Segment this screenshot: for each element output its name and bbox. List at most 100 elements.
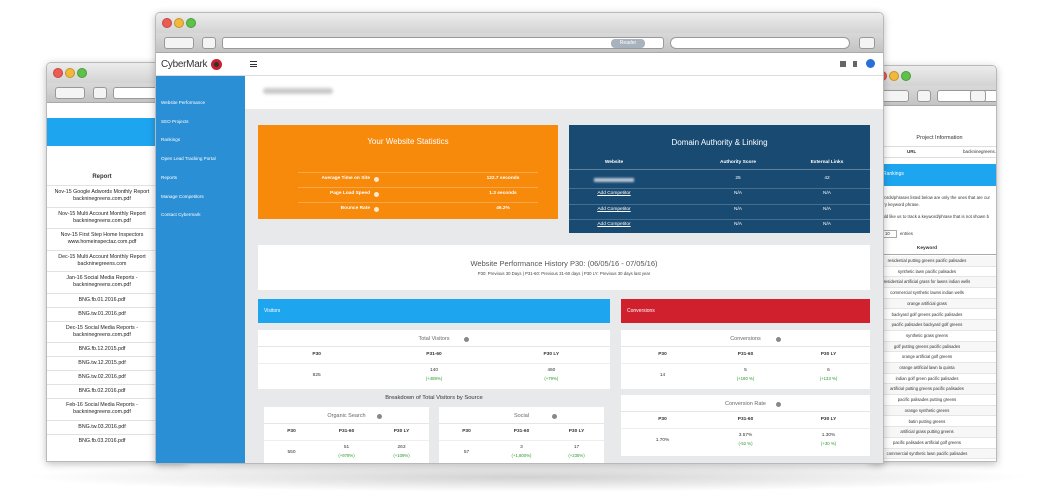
- window-button[interactable]: [174, 18, 184, 28]
- window-button[interactable]: [77, 68, 87, 78]
- download-button[interactable]: [970, 90, 986, 102]
- back-forward[interactable]: [164, 37, 194, 49]
- stat-label: Page Load Speed: [330, 191, 370, 196]
- new-tab[interactable]: [202, 37, 216, 49]
- sidebar-link[interactable]: Rankings: [161, 137, 181, 143]
- row-divider: [264, 440, 429, 441]
- metric-change: (+1,800%): [511, 453, 532, 458]
- print-icon[interactable]: [840, 61, 846, 67]
- note-line: ou would like us to track a keyword/phra…: [871, 214, 989, 219]
- download-button[interactable]: [859, 37, 875, 49]
- url-value: backninegreens.c...: [963, 149, 997, 154]
- report-link[interactable]: BNG.fb.03.2016.pdf: [78, 437, 126, 444]
- metric-change: (+235%): [568, 453, 585, 458]
- content-topbar: [245, 76, 883, 109]
- keyword-row: pacific palisades backyard golf greens: [871, 320, 996, 331]
- sidebar-link[interactable]: Manage Competitors: [161, 193, 204, 199]
- blurred-account: [263, 88, 333, 94]
- address-bar[interactable]: [222, 37, 664, 49]
- info-icon: [775, 337, 781, 342]
- report-row: Feb-16 Social Media Reports - backninegr…: [47, 398, 157, 420]
- report-link[interactable]: Jan-16 Social Media Reports - backninegr…: [66, 275, 138, 289]
- report-link[interactable]: BNG.fb.02.2016.pdf: [78, 388, 126, 395]
- report-link[interactable]: BNG.fb.12.2015.pdf: [78, 346, 126, 353]
- keyword-row: artificial grass putting greens: [871, 427, 996, 438]
- entries-label: entries: [900, 231, 913, 236]
- report-link[interactable]: BNG.tw.01.2016.pdf: [78, 310, 126, 317]
- new-tab[interactable]: [93, 87, 107, 99]
- domain-divider: [569, 203, 870, 205]
- keyword: orange artificial golf greens: [901, 354, 953, 360]
- history-legend: P30: Previous 30 Days | P31-60: Previous…: [477, 271, 651, 276]
- add-competitor-link[interactable]: Add Competitor: [597, 191, 631, 196]
- download-icon[interactable]: [853, 61, 857, 67]
- add-competitor-link[interactable]: Add Competitor: [597, 206, 631, 212]
- card-title: Social: [514, 413, 529, 419]
- keyword: pacific palisades putting greens: [897, 397, 957, 403]
- window-button[interactable]: [186, 18, 196, 28]
- report-link[interactable]: Dec-15 Multi Account Monthly Report back…: [58, 253, 146, 267]
- history-title: Website Performance History P30: (06/05/…: [470, 259, 658, 268]
- window-button[interactable]: [889, 71, 899, 81]
- new-tab[interactable]: [917, 90, 931, 102]
- column-header: P30 LY: [543, 352, 560, 357]
- keyword: golf putting greens pacific palisades: [893, 343, 961, 349]
- address-bar[interactable]: [937, 90, 996, 102]
- rankings-bar: Rankings: [871, 164, 996, 186]
- external-links: N/A: [823, 206, 831, 212]
- card-divider: [621, 346, 870, 347]
- card-divider: [258, 346, 610, 347]
- sidebar-link[interactable]: SEO Projects: [161, 118, 189, 124]
- keyword: residential putting greens pacific palis…: [887, 258, 967, 263]
- content-bg: [47, 104, 157, 461]
- report-link[interactable]: BNG.fb.01.2016.pdf: [78, 296, 126, 303]
- report-link[interactable]: Nov-15 Multi Account Monthly Report back…: [58, 210, 146, 224]
- report-link[interactable]: Dec-15 Social Media Reports - backninegr…: [65, 324, 139, 338]
- sidebar-link[interactable]: Contact Cybermark: [161, 212, 201, 218]
- keyword: artificial grass putting greens: [900, 429, 954, 435]
- search-box[interactable]: [670, 37, 850, 49]
- sidebar-link[interactable]: Reports: [161, 174, 178, 180]
- column-header: P30 LY: [820, 352, 837, 357]
- stat-divider: [298, 172, 538, 173]
- report-link[interactable]: BNG.tw.03.2016.pdf: [78, 423, 126, 430]
- keyword-row: commercial synthetic lawns indian wells: [871, 288, 996, 299]
- report-row: BNG.tw.01.2016.pdf: [47, 306, 157, 321]
- report-row: BNG.fb.12.2015.pdf: [47, 342, 157, 356]
- window-button[interactable]: [53, 68, 63, 78]
- menu-toggle[interactable]: [250, 61, 257, 67]
- stat-value: 122.7 seconds: [486, 176, 520, 181]
- metric-value: 550: [287, 450, 296, 455]
- keyword: indian golf green pacific palisades: [895, 375, 959, 381]
- column-header: P31-60: [737, 352, 754, 357]
- keyword-row: synthetic lawn pacific palisades: [871, 266, 996, 278]
- user-icon[interactable]: [866, 59, 875, 68]
- metric-value: 6: [827, 368, 830, 373]
- info-icon: [551, 414, 557, 419]
- card-title: Conversions: [730, 336, 761, 342]
- floor-shadow: [20, 462, 1036, 492]
- report-row: Nov-15 First Step Home Inspectors www.ho…: [47, 228, 157, 250]
- header-bar: [47, 118, 157, 146]
- info-icon: [464, 337, 469, 342]
- sidebar-link[interactable]: Open Lead Tracking Portal: [161, 156, 216, 162]
- add-competitor-link[interactable]: Add Competitor: [597, 222, 631, 227]
- keyword: orange artificial lawn la quinta: [899, 365, 955, 370]
- metric-value: 5: [744, 368, 747, 373]
- keyword-row: commercial synthetic lawn pacific palisa…: [871, 448, 996, 460]
- browser-window: Project Information URL backninegreens.c..…: [870, 65, 997, 462]
- column-header: P30 LY: [393, 429, 410, 434]
- back-forward[interactable]: [55, 87, 85, 99]
- sidebar-link[interactable]: Website Performance: [161, 100, 206, 105]
- window-button[interactable]: [65, 68, 75, 78]
- report-link[interactable]: Feb-16 Social Media Reports - backninegr…: [66, 402, 138, 416]
- window-button[interactable]: [901, 71, 911, 81]
- card-divider: [439, 423, 604, 424]
- report-link[interactable]: Nov-15 Google Adwords Monthly Report bac…: [54, 189, 150, 203]
- reader-button[interactable]: Reader: [611, 39, 645, 48]
- report-link[interactable]: BNG.tw.12.2015.pdf: [78, 360, 126, 367]
- metric-change: (+489%): [425, 376, 443, 381]
- window-button[interactable]: [162, 18, 172, 28]
- report-link[interactable]: BNG.tw.02.2016.pdf: [78, 374, 126, 381]
- report-link[interactable]: Nov-15 First Step Home Inspectors www.ho…: [60, 232, 144, 246]
